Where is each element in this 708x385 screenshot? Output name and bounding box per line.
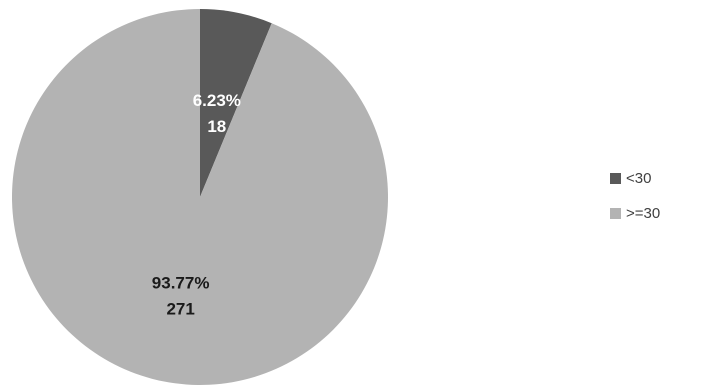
pie-slice-1 [11, 9, 389, 385]
legend-swatch-lt30 [610, 172, 621, 184]
slice-percent-label-0: 6.23% [193, 91, 241, 110]
legend-item-gte30: >=30 [610, 203, 660, 223]
slice-count-label-1: 271 [166, 300, 194, 319]
legend-swatch-gte30 [610, 207, 621, 219]
slice-percent-label-1: 93.77% [152, 274, 210, 293]
legend: <30 >=30 [610, 168, 660, 238]
slice-count-label-0: 18 [207, 117, 226, 136]
legend-item-lt30: <30 [610, 168, 660, 188]
pie-slice-0 [200, 9, 272, 197]
legend-label-gte30: >=30 [626, 204, 661, 222]
legend-label-lt30: <30 [626, 169, 652, 187]
